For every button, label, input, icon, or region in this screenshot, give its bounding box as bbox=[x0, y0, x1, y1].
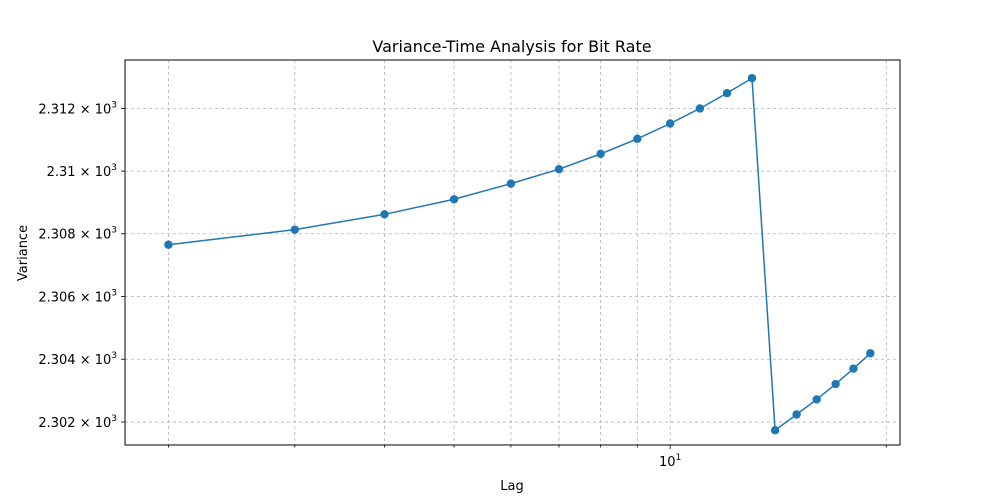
tick-layer: 101 2.302 × 103 2.304 × 103 2.306 × 103 2.30… bbox=[38, 100, 887, 470]
data-point bbox=[722, 88, 732, 98]
y-tick-label: 2.304 × 103 bbox=[38, 351, 117, 368]
data-point bbox=[164, 240, 173, 249]
series-layer bbox=[164, 73, 875, 435]
grid-layer bbox=[125, 60, 900, 445]
data-point bbox=[554, 165, 564, 174]
data-point bbox=[812, 395, 821, 404]
data-point bbox=[770, 426, 780, 435]
data-point bbox=[665, 119, 675, 128]
data-point bbox=[695, 104, 705, 113]
data-point bbox=[747, 73, 757, 83]
data-point bbox=[449, 195, 459, 204]
y-axis-label: Variance bbox=[16, 225, 31, 281]
data-point bbox=[866, 349, 875, 358]
y-tick-label: 2.312 × 103 bbox=[38, 100, 117, 117]
series-line bbox=[168, 76, 871, 432]
data-point bbox=[792, 410, 801, 419]
data-point bbox=[380, 210, 389, 219]
data-point bbox=[290, 225, 300, 234]
y-tick-label: 2.31 × 103 bbox=[47, 163, 117, 180]
chart-title: Variance-Time Analysis for Bit Rate bbox=[372, 37, 651, 56]
y-tick-label: 2.302 × 103 bbox=[38, 414, 117, 431]
data-point bbox=[596, 149, 605, 159]
data-point bbox=[506, 179, 516, 188]
data-point bbox=[831, 379, 840, 389]
y-tick-label: 2.306 × 103 bbox=[38, 288, 117, 305]
data-point bbox=[633, 134, 642, 144]
y-tick-label: 2.308 × 103 bbox=[38, 226, 117, 243]
x-tick-label: 101 bbox=[659, 453, 681, 470]
x-axis-label: Lag bbox=[500, 479, 523, 494]
data-point bbox=[849, 364, 858, 373]
plot-frame bbox=[124, 59, 901, 446]
